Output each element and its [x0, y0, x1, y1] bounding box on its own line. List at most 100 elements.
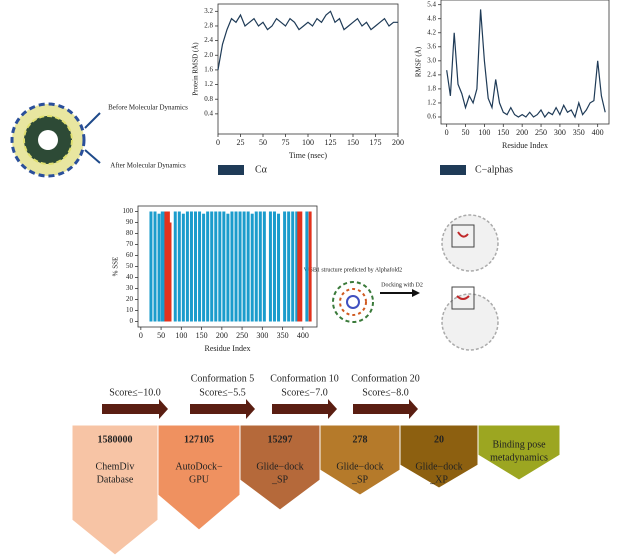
y-tick-label: 80 — [126, 229, 134, 237]
y-tick-label: 4.8 — [427, 14, 436, 22]
x-tick-label: 50 — [259, 138, 267, 147]
filter-conformation: Conformation 20 — [351, 373, 420, 384]
y-tick-label: 10 — [126, 306, 134, 314]
line-series — [217, 10, 398, 71]
filter-arrow — [353, 399, 418, 419]
bar — [202, 213, 206, 322]
y-axis-label: Protein RMSD (Å) — [192, 42, 200, 96]
bar — [218, 211, 222, 322]
bar — [258, 211, 262, 322]
y-tick-label: 2.4 — [204, 36, 213, 44]
y-tick-label: 60 — [126, 251, 134, 259]
y-tick-label: 90 — [126, 218, 134, 226]
step-count: 15297 — [268, 434, 293, 445]
bar — [206, 211, 210, 322]
bar — [299, 211, 303, 322]
y-tick-label: 3.0 — [427, 56, 436, 64]
y-tick-label: 100 — [123, 207, 134, 215]
filter-arrow — [102, 399, 168, 419]
x-tick-label: 25 — [237, 138, 245, 147]
bar — [254, 211, 258, 322]
y-tick-label: 0.8 — [204, 95, 213, 103]
x-tick-label: 150 — [347, 138, 359, 147]
y-tick-label: 20 — [126, 295, 134, 303]
x-tick-label: 250 — [236, 331, 248, 340]
filter-arrow — [190, 399, 255, 419]
step-label: AutoDock− — [175, 461, 223, 472]
bar — [153, 211, 157, 322]
bar — [238, 211, 242, 322]
step-count: 127105 — [184, 434, 214, 445]
x-axis-label: Time (nsec) — [289, 151, 327, 160]
x-axis-label: Residue Index — [205, 344, 251, 353]
y-tick-label: 2.0 — [204, 51, 213, 59]
bar — [230, 211, 234, 322]
x-tick-label: 0 — [445, 128, 449, 137]
step-label: _XP — [429, 474, 448, 485]
bar — [198, 211, 202, 322]
filter-arrow — [272, 399, 337, 419]
plot-frame — [217, 3, 399, 135]
x-tick-label: 200 — [216, 331, 228, 340]
pipeline-step — [239, 424, 321, 511]
bar — [250, 213, 254, 322]
y-tick-label: 40 — [126, 273, 134, 281]
y-tick-label: 2.8 — [204, 22, 213, 30]
bar — [210, 211, 214, 322]
x-tick-label: 125 — [325, 138, 337, 147]
x-tick-label: 0 — [216, 138, 220, 147]
y-tick-label: 1.8 — [427, 85, 436, 93]
step-label: GPU — [189, 474, 210, 485]
protein-wsb1 — [332, 214, 499, 351]
legend-swatch — [218, 165, 244, 175]
legend-label: C−alphas — [475, 164, 513, 175]
bar — [277, 213, 281, 322]
legend-swatch — [440, 165, 466, 175]
bar — [305, 211, 309, 322]
x-tick-label: 150 — [497, 128, 509, 137]
bar — [268, 211, 272, 322]
step-label: ChemDiv — [96, 461, 135, 472]
filter-score: Score≤−8.0 — [362, 387, 408, 398]
bar — [283, 211, 287, 322]
y-tick-label: 0.6 — [427, 113, 436, 121]
pipeline-step — [319, 424, 401, 496]
step-label: _SP — [271, 474, 289, 485]
annotation: Before Molecular Dynamics — [108, 104, 188, 112]
pipeline-step — [399, 424, 479, 489]
x-tick-label: 350 — [277, 331, 289, 340]
step-count: 278 — [353, 434, 368, 445]
y-tick-label: 1.2 — [204, 80, 213, 88]
filter-score: Score≤−7.0 — [281, 387, 327, 398]
y-tick-label: 30 — [126, 284, 134, 292]
step-label: Database — [97, 474, 134, 485]
x-tick-label: 200 — [392, 138, 404, 147]
protein-left — [10, 102, 101, 178]
y-axis-label: % SSE — [112, 257, 120, 277]
bar — [234, 211, 238, 322]
y-axis-label: RMSF (Å) — [415, 46, 423, 77]
legend-label: Cα — [255, 164, 268, 175]
bar — [173, 211, 177, 322]
step-label: Binding pose — [492, 439, 546, 450]
bar — [214, 211, 218, 322]
x-tick-label: 100 — [175, 331, 187, 340]
x-tick-label: 150 — [196, 331, 208, 340]
annotation: WSB1 structure predicted by Alphafold2 — [304, 266, 402, 273]
line-series — [446, 9, 606, 119]
bar — [160, 211, 164, 322]
bar — [157, 213, 161, 322]
y-tick-label: 3.2 — [204, 7, 213, 15]
x-tick-label: 75 — [282, 138, 290, 147]
bar — [272, 211, 276, 322]
y-tick-label: 2.4 — [427, 70, 436, 78]
annotation: After Molecular Dynamics — [110, 162, 186, 170]
bar — [308, 211, 312, 322]
bar — [262, 211, 266, 322]
bar — [177, 211, 181, 322]
step-count: 20 — [434, 434, 444, 445]
y-tick-label: 1.6 — [204, 66, 213, 74]
bar — [168, 222, 172, 322]
bar — [185, 211, 189, 322]
